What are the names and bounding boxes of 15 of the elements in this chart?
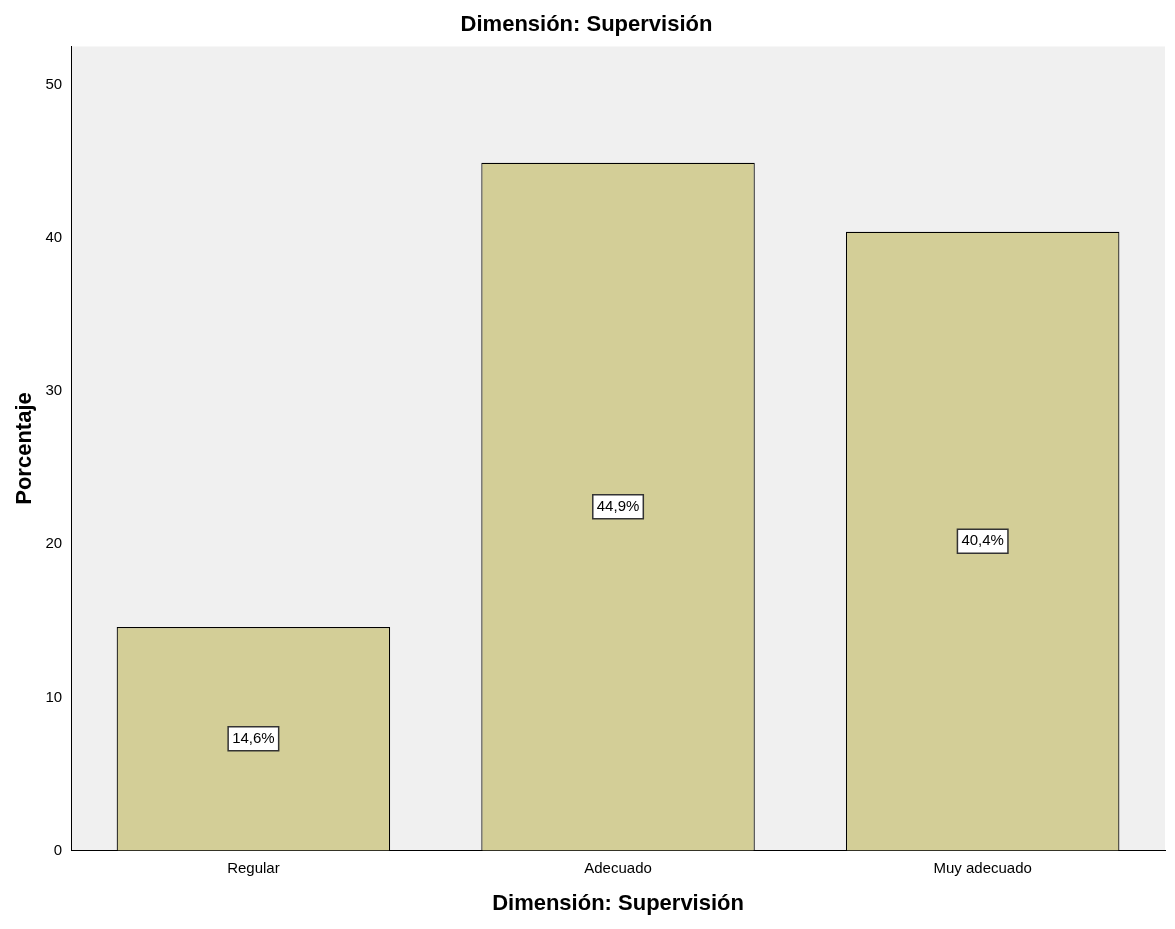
x-axis-title: Dimensión: Supervisión [492, 889, 744, 915]
x-tick-label: Muy adecuado [933, 858, 1032, 876]
y-tick-label: 20 [45, 534, 63, 552]
y-axis-title: Porcentaje [11, 392, 37, 505]
x-tick-label: Regular [227, 858, 280, 876]
x-tick-label: Adecuado [584, 858, 652, 876]
y-tick-label: 30 [45, 381, 63, 399]
data-label: 14,6% [232, 728, 275, 746]
y-tick-label: 40 [45, 228, 63, 246]
y-tick-label: 0 [53, 840, 63, 858]
data-label: 40,4% [961, 531, 1004, 549]
chart-title: Dimensión: Supervisión [460, 11, 713, 37]
data-label: 44,9% [596, 496, 640, 514]
y-tick-label: 10 [45, 687, 63, 705]
y-tick-label: 50 [45, 74, 63, 92]
